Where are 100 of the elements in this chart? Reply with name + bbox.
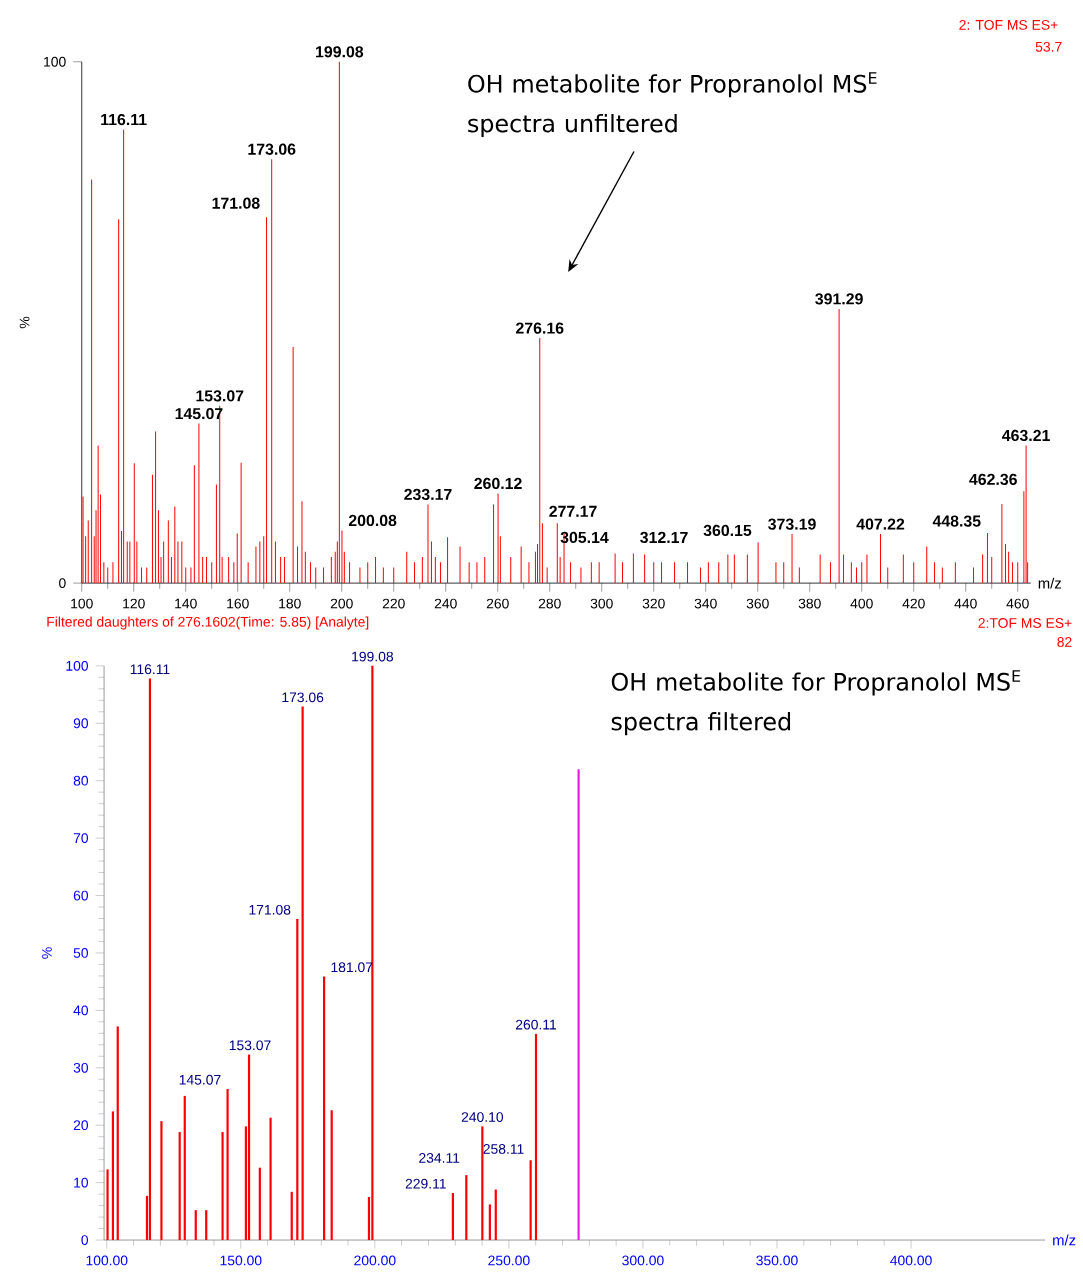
annotation: 153.07 bbox=[196, 390, 244, 402]
bar bbox=[116, 1026, 119, 1241]
text: 53.7 bbox=[1035, 41, 1062, 52]
bar bbox=[481, 1126, 484, 1241]
annotation: 260.11 bbox=[516, 1019, 557, 1030]
x-tick-label: 200 bbox=[330, 598, 353, 609]
chart-title: OH metabolite for Propranolol MS$^{E}$ spectra filtered bbox=[611, 670, 1021, 736]
annotation: 153.07 bbox=[229, 1040, 271, 1051]
annotation: 116.11 bbox=[101, 113, 147, 126]
x-tick-label: 220 bbox=[382, 598, 405, 609]
bar bbox=[183, 1095, 186, 1241]
bar bbox=[535, 1033, 538, 1241]
bar bbox=[194, 1210, 197, 1241]
y-tick-label: 100 bbox=[66, 660, 89, 671]
bar bbox=[451, 1192, 455, 1241]
annotation: 305.14 bbox=[560, 531, 609, 544]
bar bbox=[465, 1175, 468, 1241]
annotation: 171.08 bbox=[249, 904, 291, 915]
x-tick-label: 140 bbox=[175, 598, 197, 609]
x-axis-title: m/z bbox=[1038, 577, 1062, 589]
annotation: 240.10 bbox=[461, 1112, 504, 1122]
annotation: 276.16 bbox=[516, 322, 564, 334]
x-tick-label: 420 bbox=[902, 598, 925, 609]
x-tick-label: 360 bbox=[746, 598, 769, 609]
annotation: 258.11 bbox=[483, 1144, 524, 1154]
x-tick-label: 320 bbox=[642, 598, 665, 609]
y-tick-label: 0 bbox=[81, 1235, 89, 1245]
bar bbox=[269, 1117, 272, 1241]
bar bbox=[330, 1110, 333, 1241]
x-tick-label: 300 bbox=[590, 598, 613, 609]
annotation: 199.08 bbox=[316, 46, 364, 58]
x-tick-label: 150.00 bbox=[220, 1255, 262, 1266]
x-tick-label: 280 bbox=[538, 598, 561, 609]
bar bbox=[371, 665, 374, 1241]
bar bbox=[488, 1204, 492, 1241]
bar bbox=[494, 1189, 497, 1241]
x-tick-label: 200.00 bbox=[354, 1255, 396, 1266]
y-tick-label: 10 bbox=[74, 1177, 89, 1188]
x-tick-label: 240 bbox=[434, 598, 457, 609]
annotation: 233.17 bbox=[404, 488, 452, 501]
y-tick-label: 30 bbox=[73, 1062, 89, 1073]
bar bbox=[296, 919, 299, 1241]
bar bbox=[106, 1169, 109, 1241]
annotation: 312.17 bbox=[640, 531, 688, 544]
y-axis-title: % bbox=[42, 947, 52, 959]
annotation: 462.36 bbox=[969, 473, 1018, 486]
x-tick-label: 380 bbox=[798, 598, 821, 609]
x-tick-label: 180 bbox=[279, 598, 301, 609]
bar bbox=[248, 1054, 251, 1241]
x-axis-title: m/z bbox=[1053, 1234, 1076, 1246]
y-tick-label: 60 bbox=[73, 890, 89, 901]
bar bbox=[258, 1167, 262, 1241]
x-tick-label: 100.00 bbox=[86, 1255, 128, 1266]
annotation: 260.12 bbox=[474, 477, 522, 490]
bar bbox=[226, 1089, 229, 1241]
annotation: 171.08 bbox=[212, 197, 260, 209]
x-tick-label: 120 bbox=[123, 598, 145, 609]
text: 2: TOF MS ES+ bbox=[959, 20, 1058, 30]
annotation: 277.17 bbox=[549, 505, 597, 517]
chart-title: OH metabolite for Propranolol MS$^{E}$ spectra unfiltered bbox=[468, 72, 877, 138]
bar bbox=[323, 976, 326, 1241]
annotation: 200.08 bbox=[349, 514, 397, 527]
bar bbox=[529, 1160, 532, 1241]
x-tick-label: 250.00 bbox=[488, 1255, 530, 1266]
y-tick-label: 0 bbox=[59, 578, 66, 589]
annotation: 173.06 bbox=[248, 143, 296, 155]
bar bbox=[290, 1191, 293, 1241]
text: 2:TOF MS ES+ bbox=[978, 618, 1072, 628]
x-tick-label: 440 bbox=[954, 598, 977, 609]
annotation: 391.29 bbox=[815, 293, 863, 305]
y-tick-label: 40 bbox=[73, 1005, 89, 1016]
annotation: 448.35 bbox=[932, 515, 981, 527]
x-tick-label: 300.00 bbox=[622, 1255, 664, 1266]
annotation: 145.07 bbox=[179, 1074, 221, 1085]
text: Filtered daughters of 276.1602(Time: 5.85) [Analyte] bbox=[47, 616, 369, 630]
annotation: 234.11 bbox=[419, 1153, 460, 1163]
x-tick-label: 160 bbox=[227, 598, 249, 609]
bar bbox=[301, 706, 304, 1241]
bar bbox=[205, 1210, 208, 1241]
annotation: 463.21 bbox=[1002, 429, 1051, 442]
bar bbox=[577, 769, 580, 1241]
y-axis-title: % bbox=[19, 316, 30, 329]
x-tick-label: 460 bbox=[1006, 598, 1029, 609]
bar bbox=[178, 1132, 181, 1241]
annotation: 173.06 bbox=[282, 692, 324, 703]
y-tick-label: 80 bbox=[73, 775, 89, 786]
bar bbox=[160, 1121, 163, 1241]
annotation: 360.15 bbox=[703, 524, 752, 537]
bar bbox=[111, 1111, 115, 1241]
x-tick-label: 260 bbox=[486, 598, 509, 609]
x-tick-label: 400.00 bbox=[890, 1255, 932, 1266]
x-tick-label: 350.00 bbox=[756, 1255, 798, 1266]
bar bbox=[148, 678, 152, 1241]
annotation: 407.22 bbox=[856, 518, 905, 530]
y-tick-label: 20 bbox=[73, 1120, 89, 1131]
y-tick-label: 90 bbox=[73, 718, 89, 729]
bar bbox=[221, 1132, 224, 1241]
x-tick-label: 340 bbox=[694, 598, 717, 609]
annotation: 116.11 bbox=[130, 664, 170, 675]
annotation: 199.08 bbox=[352, 651, 394, 662]
